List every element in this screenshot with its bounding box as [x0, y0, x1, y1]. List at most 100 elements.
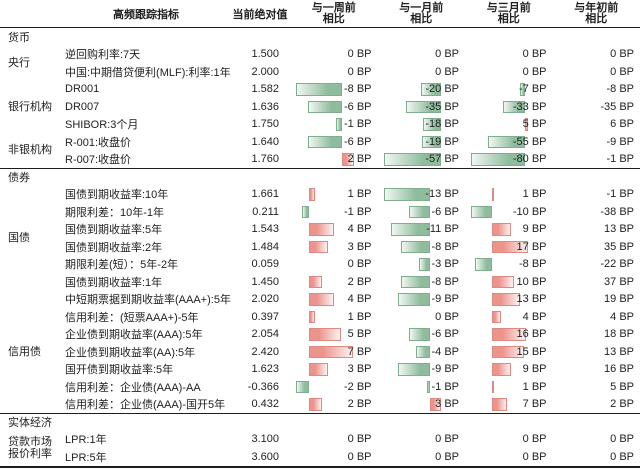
change-value: 35 BP [604, 240, 634, 253]
positive-change-bar [492, 310, 501, 323]
change-value: 0 BP [522, 65, 547, 78]
positive-change-bar [492, 398, 508, 411]
change-value: -9 BP [431, 363, 459, 376]
indicator-name: 国债到期收益率:10年 [65, 189, 169, 202]
change-cell: -9 BP [378, 361, 466, 379]
change-cell: 4 BP [290, 221, 378, 239]
change-cell: 9 BP [465, 361, 553, 379]
current-value: 1.623 [251, 363, 279, 376]
negative-change-bar [422, 118, 441, 131]
change-cell: 16 BP [553, 361, 640, 379]
change-value: 10 BP [516, 275, 547, 288]
change-value: 37 BP [604, 275, 634, 288]
change-value: 4 BP [522, 310, 547, 323]
change-cell: -8 BP [465, 256, 553, 274]
change-cell: 10 BP [465, 273, 553, 291]
current-value: 0.059 [251, 258, 279, 271]
positive-change-bar [492, 345, 525, 358]
change-cell: -3 BP [378, 256, 466, 274]
change-cell: 0 BP [465, 63, 553, 81]
change-value: 9 BP [522, 363, 547, 376]
change-cell: 0 BP [465, 431, 553, 449]
indicator-name: SHIBOR:3个月 [65, 119, 139, 132]
change-cell: 5 BP [465, 116, 553, 134]
negative-change-bar [405, 100, 441, 113]
change-cell: 2 BP [290, 151, 378, 169]
change-value: -18 BP [425, 118, 459, 131]
change-cell: 0 BP [378, 63, 466, 81]
change-cell: 13 BP [553, 221, 640, 239]
change-value: 2 BP [610, 398, 634, 411]
current-value: 0.397 [251, 310, 279, 323]
change-value: -6 BP [431, 328, 459, 341]
group-label: 贷款市场报价利率 [8, 435, 52, 461]
indicator-name: 逆回购利率:7天 [65, 49, 141, 62]
change-cell: 7 BP [465, 396, 553, 414]
change-cell: -57 BP [378, 151, 466, 169]
change-value: -20 BP [425, 83, 459, 96]
change-cell: -6 BP [378, 203, 466, 221]
change-cell: -8 BP [378, 273, 466, 291]
change-value: -8 BP [431, 240, 459, 253]
positive-change-bar [308, 223, 335, 236]
change-value: 0 BP [435, 433, 459, 446]
change-value: 0 BP [522, 48, 547, 61]
current-value: 2.420 [251, 345, 279, 358]
change-value: -11 BP [426, 223, 459, 236]
change-cell: -35 BP [553, 98, 640, 116]
header-vs-month: 与一月前 相比 [378, 2, 466, 26]
table-body: 货币 央行 逆回购利率:7天 1.500 0 BP 0 BP 0 BP 0 BP 中国:中期借贷… [0, 28, 640, 468]
section-label-row: 货币 [0, 28, 640, 46]
change-value: 9 BP [522, 223, 547, 236]
current-value: 1.450 [251, 275, 279, 288]
change-cell: 0 BP [378, 431, 466, 449]
indicator-name: 国债到期收益率:5年 [65, 224, 163, 237]
change-value: 0 BP [610, 48, 634, 61]
change-cell: 0 BP [378, 46, 466, 64]
group-label: 央行 [8, 56, 30, 69]
current-value: 2.054 [251, 328, 279, 341]
change-value: -10 BP [512, 205, 547, 218]
change-cell: -9 BP [553, 133, 640, 151]
change-value: 0 BP [610, 433, 634, 446]
change-value: 2 BP [347, 275, 372, 288]
change-cell: 7 BP [290, 343, 378, 361]
section-label: 债券 [8, 172, 30, 185]
change-cell: 19 BP [553, 291, 640, 309]
change-cell: -19 BP [378, 133, 466, 151]
change-cell: 0 BP [553, 46, 640, 64]
change-value: 0 BP [522, 450, 547, 463]
change-cell: -1 BP [553, 151, 640, 169]
current-value: 2.000 [251, 65, 279, 78]
change-value: 0 BP [522, 433, 547, 446]
change-value: 16 BP [516, 328, 547, 341]
change-cell: 0 BP [290, 256, 378, 274]
change-cell: 0 BP [290, 63, 378, 81]
change-value: 5 BP [347, 328, 372, 341]
header-vs-ytd: 与年初前 相比 [553, 2, 640, 26]
change-value: 0 BP [435, 310, 459, 323]
change-cell: 1 BP [465, 186, 553, 204]
change-cell: 0 BP [378, 448, 466, 466]
change-value: 19 BP [604, 293, 634, 306]
change-value: -1 BP [431, 380, 459, 393]
change-cell: 0 BP [290, 431, 378, 449]
change-value: -22 BP [600, 258, 634, 271]
change-cell: 4 BP [290, 291, 378, 309]
negative-change-bar [475, 258, 493, 271]
change-value: 15 BP [516, 345, 547, 358]
negative-change-bar [383, 188, 431, 201]
change-cell: -8 BP [378, 238, 466, 256]
positive-change-bar [492, 188, 495, 201]
change-cell: -10 BP [465, 203, 553, 221]
change-cell: -20 BP [378, 81, 466, 99]
current-value: 1.500 [251, 48, 279, 61]
negative-change-bar [397, 293, 431, 306]
header-vs-week-line2: 相比 [322, 13, 345, 25]
change-cell: 16 BP [465, 326, 553, 344]
positive-change-bar [342, 153, 354, 166]
negative-change-bar [415, 345, 431, 358]
change-value: 3 BP [347, 240, 372, 253]
change-value: -38 BP [600, 205, 634, 218]
change-value: 0 BP [435, 450, 459, 463]
